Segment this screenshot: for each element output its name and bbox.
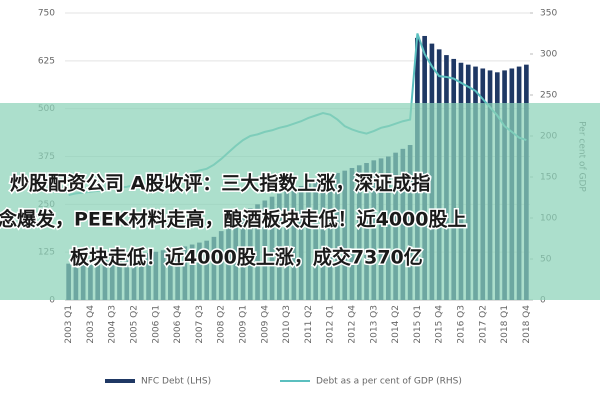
x-tick-label: 2004 Q3: [108, 305, 118, 344]
legend-swatch: [105, 379, 135, 383]
x-tick-label: 2018 Q1: [500, 305, 510, 344]
x-tick-label: 2018 Q4: [522, 305, 532, 344]
x-tick-label: 2010 Q3: [282, 305, 292, 344]
y-tick-label: 750: [38, 9, 55, 19]
x-tick-label: 2009 Q4: [260, 305, 270, 344]
x-tick-label: 2006 Q1: [151, 305, 161, 344]
x-tick-label: 2013 Q3: [369, 305, 379, 344]
x-tick-label: 2017 Q2: [478, 305, 488, 344]
x-tick-label: 2014 Q2: [391, 305, 401, 344]
x-tick-label: 2011 Q2: [304, 305, 314, 344]
x-tick-label: 2008 Q2: [217, 305, 227, 344]
x-tick-label: 2012 Q1: [326, 305, 336, 344]
overlay-text: 念爆发，PEEK材料走高，酿酒板块走低！近4000股上: [0, 208, 467, 231]
x-tick-label: 2006 Q4: [173, 305, 183, 344]
overlay-band: [0, 103, 600, 300]
y2-tick-label: 300: [540, 50, 557, 60]
overlay-text: 炒股配资公司 A股收评：三大指数上涨，深证成指: [10, 172, 430, 195]
overlay-text: 板块走低！近4000股上涨，成交7370亿: [70, 246, 423, 269]
x-tick-label: 2015 Q4: [435, 305, 445, 344]
x-tick-label: 2012 Q4: [347, 305, 357, 344]
y2-tick-label: 350: [540, 9, 557, 19]
legend-label: Debt as a per cent of GDP (RHS): [316, 377, 462, 387]
y-tick-label: 0: [49, 296, 55, 306]
x-tick-label: 2003 Q4: [86, 305, 96, 344]
x-tick-label: 2015 Q1: [413, 305, 423, 344]
x-tick-label: 2003 Q1: [64, 305, 74, 344]
y2-tick-label: 250: [540, 91, 557, 101]
legend-label: NFC Debt (LHS): [141, 377, 211, 387]
y2-tick-label: 0: [540, 296, 546, 306]
x-tick-label: 2016 Q3: [456, 305, 466, 344]
x-tick-label: 2009 Q1: [239, 305, 249, 344]
x-tick-label: 2007 Q3: [195, 305, 205, 344]
y-tick-label: 625: [38, 56, 55, 66]
x-tick-label: 2005 Q2: [130, 305, 140, 344]
